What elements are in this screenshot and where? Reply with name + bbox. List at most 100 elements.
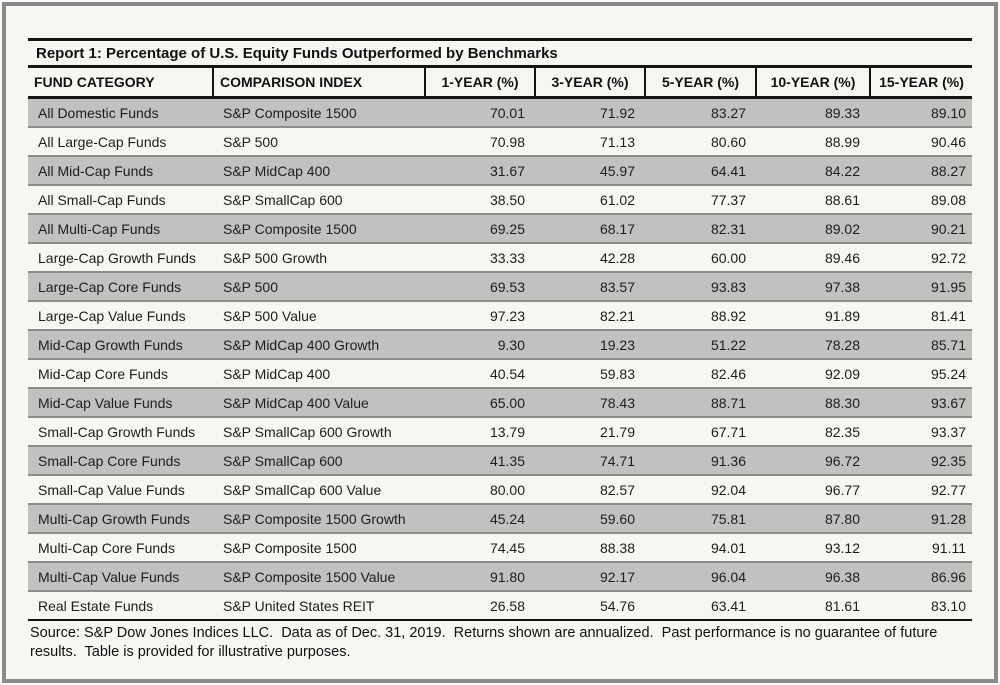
comparison-index-cell: S&P Composite 1500 — [213, 213, 425, 244]
value-cell: 96.77 — [824, 482, 860, 498]
value-cell: 31.67 — [425, 155, 535, 186]
value-cell: 80.00 — [489, 482, 525, 498]
value-cell: 89.46 — [824, 250, 860, 266]
value-cell: 91.11 — [932, 540, 966, 556]
value-cell: 84.22 — [756, 155, 870, 186]
table-row: All Small-Cap Funds S&P SmallCap 600 38.50… — [28, 185, 972, 214]
table-row: All Multi-Cap Funds S&P Composite 1500 69.… — [28, 213, 972, 244]
value-cell: 71.13 — [599, 134, 635, 150]
value-cell: 59.60 — [535, 503, 645, 534]
value-cell: 71.92 — [535, 96, 645, 128]
value-cell: 45.97 — [535, 155, 645, 186]
value-cell: 90.21 — [870, 213, 972, 244]
value-cell: 92.17 — [535, 561, 645, 592]
value-cell: 9.30 — [425, 329, 535, 360]
source-note-line-2: results. Table is provided for illustrat… — [30, 644, 351, 660]
fund-category-cell: All Multi-Cap Funds — [28, 213, 213, 244]
comparison-index-cell: S&P MidCap 400 Growth — [213, 329, 425, 360]
value-cell: 70.98 — [489, 134, 525, 150]
value-cell: 82.46 — [710, 366, 746, 382]
value-cell: 26.58 — [489, 598, 525, 614]
value-cell: 82.21 — [599, 308, 635, 324]
value-cell: 60.00 — [710, 250, 746, 266]
value-cell: 91.28 — [870, 503, 972, 534]
value-cell: 91.36 — [645, 445, 756, 476]
column-header: 5-YEAR (%) — [644, 68, 756, 99]
table-row: Small-Cap Core Funds S&P SmallCap 600 41.3… — [28, 445, 972, 476]
value-cell: 93.67 — [870, 387, 972, 418]
table-row: Large-Cap Value Funds S&P 500 Value 97.23 8… — [28, 301, 972, 330]
value-cell: 87.80 — [756, 503, 870, 534]
table-row: Multi-Cap Value Funds S&P Composite 1500 … — [28, 561, 972, 592]
comparison-index-cell: S&P SmallCap 600 Value — [223, 482, 382, 498]
value-cell: 88.99 — [824, 134, 860, 150]
fund-category-cell: All Mid-Cap Funds — [28, 155, 213, 186]
value-cell: 82.31 — [645, 213, 756, 244]
fund-category-cell: Small-Cap Value Funds — [38, 482, 185, 498]
fund-category-cell: Small-Cap Core Funds — [28, 445, 213, 476]
column-header: 10-YEAR (%) — [755, 68, 870, 99]
value-cell: 80.60 — [710, 134, 746, 150]
value-cell: 89.02 — [756, 213, 870, 244]
value-cell: 83.57 — [535, 271, 645, 302]
value-cell: 93.37 — [930, 424, 966, 440]
value-cell: 38.50 — [489, 192, 525, 208]
column-header: 15-YEAR (%) — [869, 68, 972, 99]
value-cell: 86.96 — [870, 561, 972, 592]
value-cell: 83.10 — [930, 598, 966, 614]
value-cell: 51.22 — [645, 329, 756, 360]
comparison-index-cell: S&P SmallCap 600 — [223, 192, 343, 208]
value-cell: 81.61 — [824, 598, 860, 614]
value-cell: 88.38 — [599, 540, 635, 556]
comparison-index-cell: S&P MidCap 400 — [213, 155, 425, 186]
value-cell: 69.25 — [425, 213, 535, 244]
value-cell: 61.02 — [599, 192, 635, 208]
table-row: Large-Cap Growth Funds S&P 500 Growth 33.3… — [28, 243, 972, 272]
comparison-index-cell: S&P Composite 1500 Value — [213, 561, 425, 592]
table-row: Real Estate Funds S&P United States REIT 2… — [28, 591, 972, 619]
value-cell: 89.08 — [930, 192, 966, 208]
value-cell: 89.10 — [870, 96, 972, 128]
value-cell: 91.95 — [870, 271, 972, 302]
value-cell: 74.45 — [489, 540, 525, 556]
fund-category-cell: Small-Cap Growth Funds — [38, 424, 196, 440]
value-cell: 85.71 — [870, 329, 972, 360]
comparison-index-cell: S&P MidCap 400 — [223, 366, 331, 382]
comparison-index-cell: S&P Composite 1500 — [213, 96, 425, 128]
value-cell: 81.41 — [930, 308, 966, 324]
value-cell: 54.76 — [599, 598, 635, 614]
value-cell: 78.43 — [535, 387, 645, 418]
value-cell: 13.79 — [489, 424, 525, 440]
value-cell: 92.04 — [710, 482, 746, 498]
column-header: FUND CATEGORY — [28, 68, 213, 99]
value-cell: 91.89 — [824, 308, 860, 324]
value-cell: 19.23 — [535, 329, 645, 360]
comparison-index-cell: S&P United States REIT — [223, 598, 375, 614]
value-cell: 89.33 — [756, 96, 870, 128]
table-row: Mid-Cap Value Funds S&P MidCap 400 Value 6… — [28, 387, 972, 418]
comparison-index-cell: S&P 500 — [213, 271, 425, 302]
value-cell: 69.53 — [425, 271, 535, 302]
value-cell: 40.54 — [489, 366, 525, 382]
value-cell: 90.46 — [930, 134, 966, 150]
table-row: Mid-Cap Growth Funds S&P MidCap 400 Growt… — [28, 329, 972, 360]
value-cell: 88.71 — [645, 387, 756, 418]
value-cell: 88.61 — [824, 192, 860, 208]
table-row: All Large-Cap Funds S&P 500 70.98 71.13 80.6… — [28, 127, 972, 156]
value-cell: 64.41 — [645, 155, 756, 186]
value-cell: 21.79 — [599, 424, 635, 440]
comparison-index-cell: S&P 500 — [223, 134, 279, 150]
value-cell: 91.80 — [425, 561, 535, 592]
fund-category-cell: Large-Cap Value Funds — [38, 308, 186, 324]
comparison-index-cell: S&P SmallCap 600 Growth — [223, 424, 392, 440]
value-cell: 77.37 — [710, 192, 746, 208]
value-cell: 59.83 — [599, 366, 635, 382]
table-row: Small-Cap Growth Funds S&P SmallCap 600 G… — [28, 417, 972, 446]
comparison-index-cell: S&P Composite 1500 Growth — [213, 503, 425, 534]
value-cell: 96.38 — [756, 561, 870, 592]
fund-category-cell: Large-Cap Core Funds — [28, 271, 213, 302]
value-cell: 92.09 — [824, 366, 860, 382]
value-cell: 67.71 — [710, 424, 746, 440]
fund-category-cell: Multi-Cap Value Funds — [28, 561, 213, 592]
